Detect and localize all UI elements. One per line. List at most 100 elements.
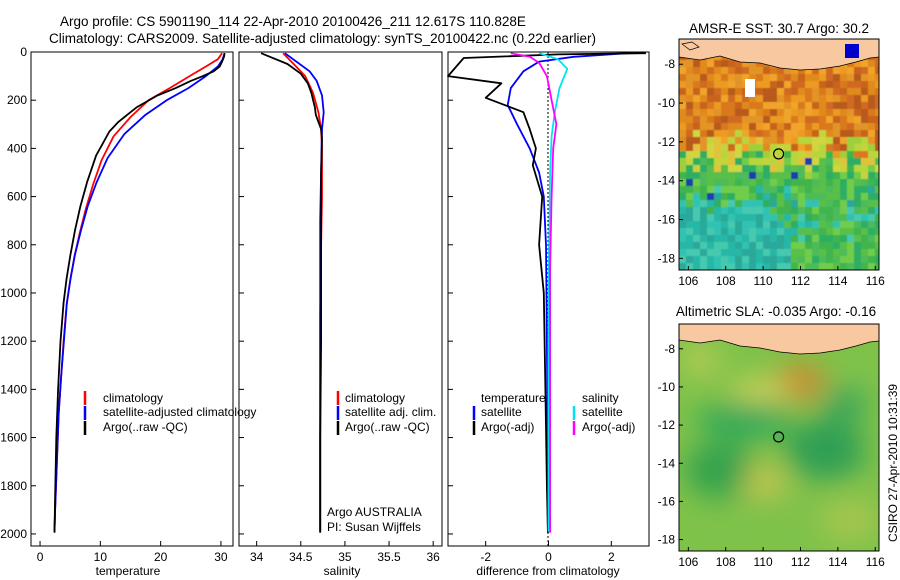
sst-cell [700, 60, 708, 68]
sst-cell [679, 242, 687, 250]
sst-cell [861, 95, 869, 103]
sst-cell [714, 249, 722, 257]
sst-cell [833, 109, 841, 117]
sst-missing-cell [845, 44, 859, 58]
salinity-legend: climatology satellite adj. clim. Argo(..… [336, 391, 436, 435]
sst-cell [826, 165, 834, 173]
sst-cell [756, 249, 764, 257]
sst-cell [805, 221, 813, 229]
sst-cell [770, 74, 778, 82]
lon-tick-label: 110 [754, 274, 773, 288]
sst-cell [714, 116, 722, 124]
sst-cell [854, 116, 862, 124]
sst-cell [777, 74, 785, 82]
sst-cell [735, 74, 743, 82]
sst-cell [749, 221, 757, 229]
sst-cell [714, 214, 722, 222]
sst-cell [812, 235, 820, 243]
sst-cell [721, 214, 729, 222]
sst-cell [749, 123, 757, 131]
sst-cell [714, 151, 722, 159]
difference-panel: -2 0 2 difference from climatology tempera… [447, 51, 650, 578]
sst-cell [805, 214, 813, 222]
sst-cell [707, 123, 715, 131]
sst-cell [763, 242, 771, 250]
sst-cell [714, 144, 722, 152]
sst-cell [791, 228, 799, 236]
sst-cell [868, 81, 876, 89]
sst-cell [854, 200, 862, 208]
sst-cell [735, 235, 743, 243]
sst-cell [826, 200, 834, 208]
sst-cell [700, 95, 708, 103]
sst-cell [756, 207, 764, 215]
sst-cell [812, 109, 820, 117]
sst-cell [784, 165, 792, 173]
sst-cell [756, 144, 764, 152]
sst-cell [763, 88, 771, 96]
sst-cell [686, 81, 694, 89]
sst-cell [812, 88, 820, 96]
sst-cell [735, 242, 743, 250]
sst-cell [763, 221, 771, 229]
sst-cell [861, 151, 869, 159]
sst-cell [875, 74, 879, 82]
sst-cell [868, 256, 876, 264]
sst-cell [707, 200, 715, 208]
sst-cell [728, 158, 736, 166]
sst-cell [861, 235, 869, 243]
y-tick-label: 1800 [0, 479, 27, 493]
sst-cell [819, 102, 827, 110]
sst-cell [875, 81, 879, 89]
sst-cell [826, 228, 834, 236]
sst-cell [868, 151, 876, 159]
sst-cell [847, 88, 855, 96]
y-tick-label: 200 [7, 93, 27, 107]
sst-cell [714, 172, 722, 180]
sst-cell [805, 137, 813, 145]
y-tick-label: 1600 [0, 431, 27, 445]
sst-cell [826, 144, 834, 152]
sst-cell [679, 67, 687, 75]
sst-cell [784, 207, 792, 215]
sst-cell [798, 109, 806, 117]
sst-cell [763, 263, 771, 270]
sst-cell [833, 235, 841, 243]
sst-cell [686, 123, 694, 131]
legend-argo: Argo(..raw -QC) [103, 420, 188, 434]
sst-cell [735, 67, 743, 75]
y-tick-label: 400 [7, 141, 27, 155]
sst-cell [714, 60, 722, 68]
sst-cell [777, 95, 785, 103]
sst-cell [812, 207, 820, 215]
sst-cell [714, 88, 722, 96]
lat-tick-label: -16 [658, 213, 676, 227]
sst-cell [756, 235, 764, 243]
sst-cell [707, 256, 715, 264]
sst-cell [749, 67, 757, 75]
sst-cell [840, 137, 848, 145]
sst-cell [798, 144, 806, 152]
sst-cell [861, 74, 869, 82]
sst-cell [777, 130, 785, 138]
sst-cell [742, 193, 750, 201]
sst-cell [735, 130, 743, 138]
sst-cell [826, 221, 834, 229]
sst-cell [777, 207, 785, 215]
sst-cell [875, 109, 879, 117]
sst-cell [847, 193, 855, 201]
sst-cell [735, 200, 743, 208]
sst-cell [847, 137, 855, 145]
sst-cell [777, 151, 785, 159]
sst-cell [805, 256, 813, 264]
sst-cell [679, 172, 687, 180]
sst-cell [721, 242, 729, 250]
sst-cell [686, 151, 694, 159]
sst-cell [812, 130, 820, 138]
sst-cell [700, 186, 708, 194]
sst-cell [805, 186, 813, 194]
sst-cell [784, 123, 792, 131]
sst-cell [728, 242, 736, 250]
sst-cell [798, 200, 806, 208]
sst-cell [798, 165, 806, 173]
